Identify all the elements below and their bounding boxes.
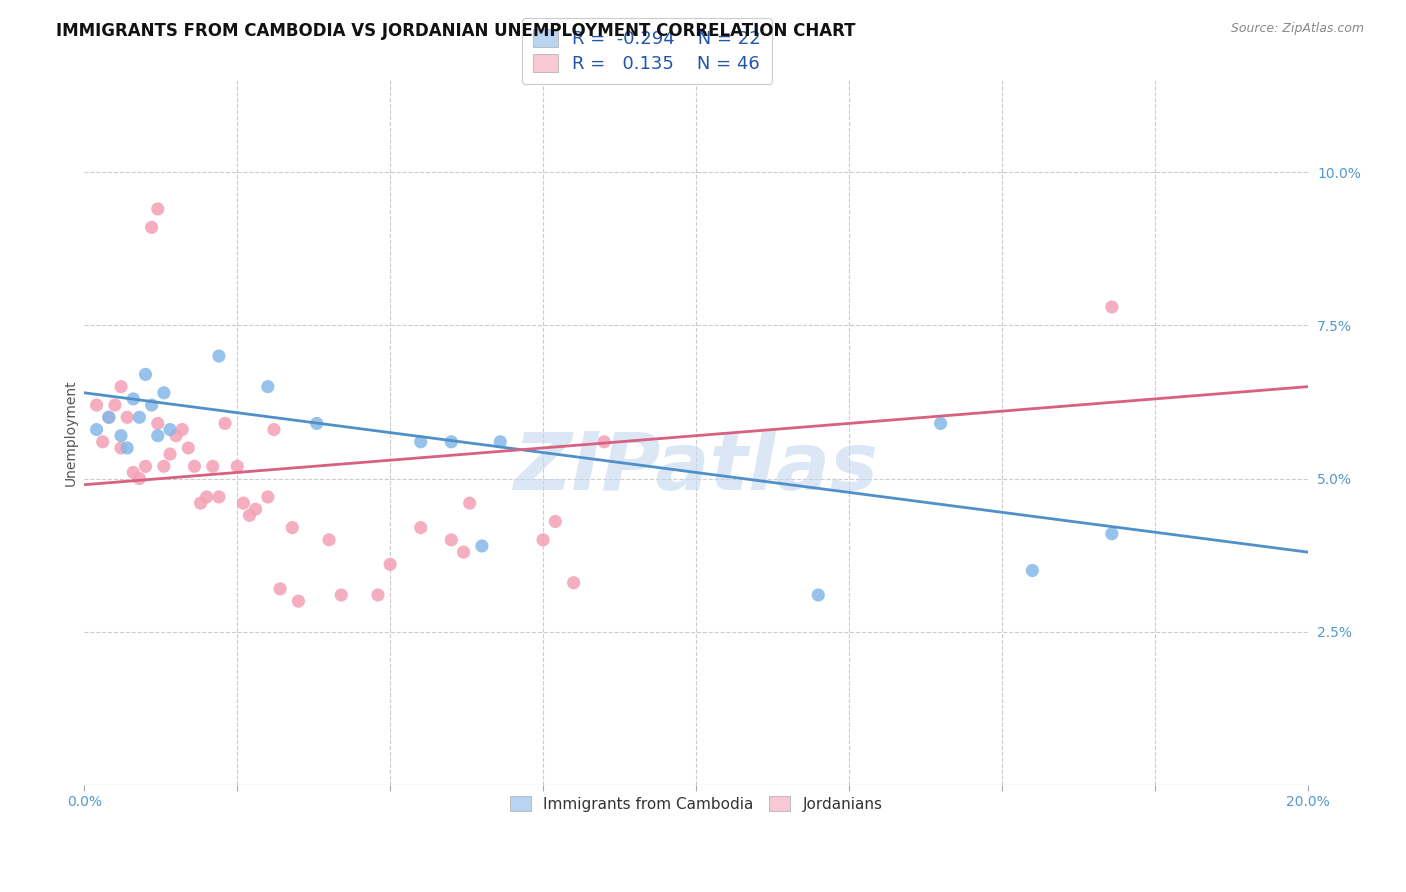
Point — [1021, 564, 1043, 578]
Point — [86, 398, 108, 412]
Point — [305, 417, 328, 431]
Point — [110, 441, 132, 455]
Point — [146, 202, 169, 216]
Point — [86, 423, 108, 437]
Point — [1101, 526, 1123, 541]
Point — [458, 496, 481, 510]
Point — [409, 520, 432, 534]
Point — [110, 428, 132, 442]
Point — [104, 398, 127, 412]
Point — [208, 490, 231, 504]
Point — [115, 410, 138, 425]
Point — [159, 423, 181, 437]
Point — [159, 447, 181, 461]
Point — [110, 379, 132, 393]
Text: ZIPatlas: ZIPatlas — [513, 429, 879, 507]
Point — [232, 496, 254, 510]
Point — [128, 410, 150, 425]
Point — [122, 392, 145, 406]
Point — [190, 496, 212, 510]
Point — [440, 533, 463, 547]
Point — [440, 434, 463, 449]
Point — [226, 459, 249, 474]
Point — [281, 520, 304, 534]
Point — [929, 417, 952, 431]
Point — [141, 220, 163, 235]
Point — [146, 417, 169, 431]
Point — [122, 466, 145, 480]
Point — [195, 490, 218, 504]
Point — [141, 398, 163, 412]
Point — [287, 594, 309, 608]
Y-axis label: Unemployment: Unemployment — [63, 379, 77, 486]
Point — [97, 410, 120, 425]
Point — [97, 410, 120, 425]
Point — [146, 428, 169, 442]
Point — [367, 588, 389, 602]
Point — [544, 515, 567, 529]
Point — [257, 379, 280, 393]
Point — [153, 459, 176, 474]
Point — [562, 575, 585, 590]
Point — [128, 472, 150, 486]
Point — [257, 490, 280, 504]
Point — [489, 434, 512, 449]
Point — [172, 423, 194, 437]
Point — [165, 428, 187, 442]
Point — [409, 434, 432, 449]
Point — [135, 368, 157, 382]
Point — [91, 434, 114, 449]
Point — [471, 539, 494, 553]
Point — [531, 533, 554, 547]
Point — [135, 459, 157, 474]
Point — [1101, 300, 1123, 314]
Text: IMMIGRANTS FROM CAMBODIA VS JORDANIAN UNEMPLOYMENT CORRELATION CHART: IMMIGRANTS FROM CAMBODIA VS JORDANIAN UN… — [56, 22, 856, 40]
Point — [380, 558, 402, 572]
Point — [330, 588, 353, 602]
Point — [245, 502, 267, 516]
Point — [201, 459, 224, 474]
Text: Source: ZipAtlas.com: Source: ZipAtlas.com — [1230, 22, 1364, 36]
Point — [453, 545, 475, 559]
Point — [115, 441, 138, 455]
Point — [238, 508, 260, 523]
Point — [269, 582, 291, 596]
Point — [593, 434, 616, 449]
Point — [807, 588, 830, 602]
Point — [214, 417, 236, 431]
Point — [177, 441, 200, 455]
Point — [263, 423, 285, 437]
Point — [153, 385, 176, 400]
Point — [183, 459, 205, 474]
Point — [318, 533, 340, 547]
Legend: Immigrants from Cambodia, Jordanians: Immigrants from Cambodia, Jordanians — [502, 789, 890, 820]
Point — [208, 349, 231, 363]
